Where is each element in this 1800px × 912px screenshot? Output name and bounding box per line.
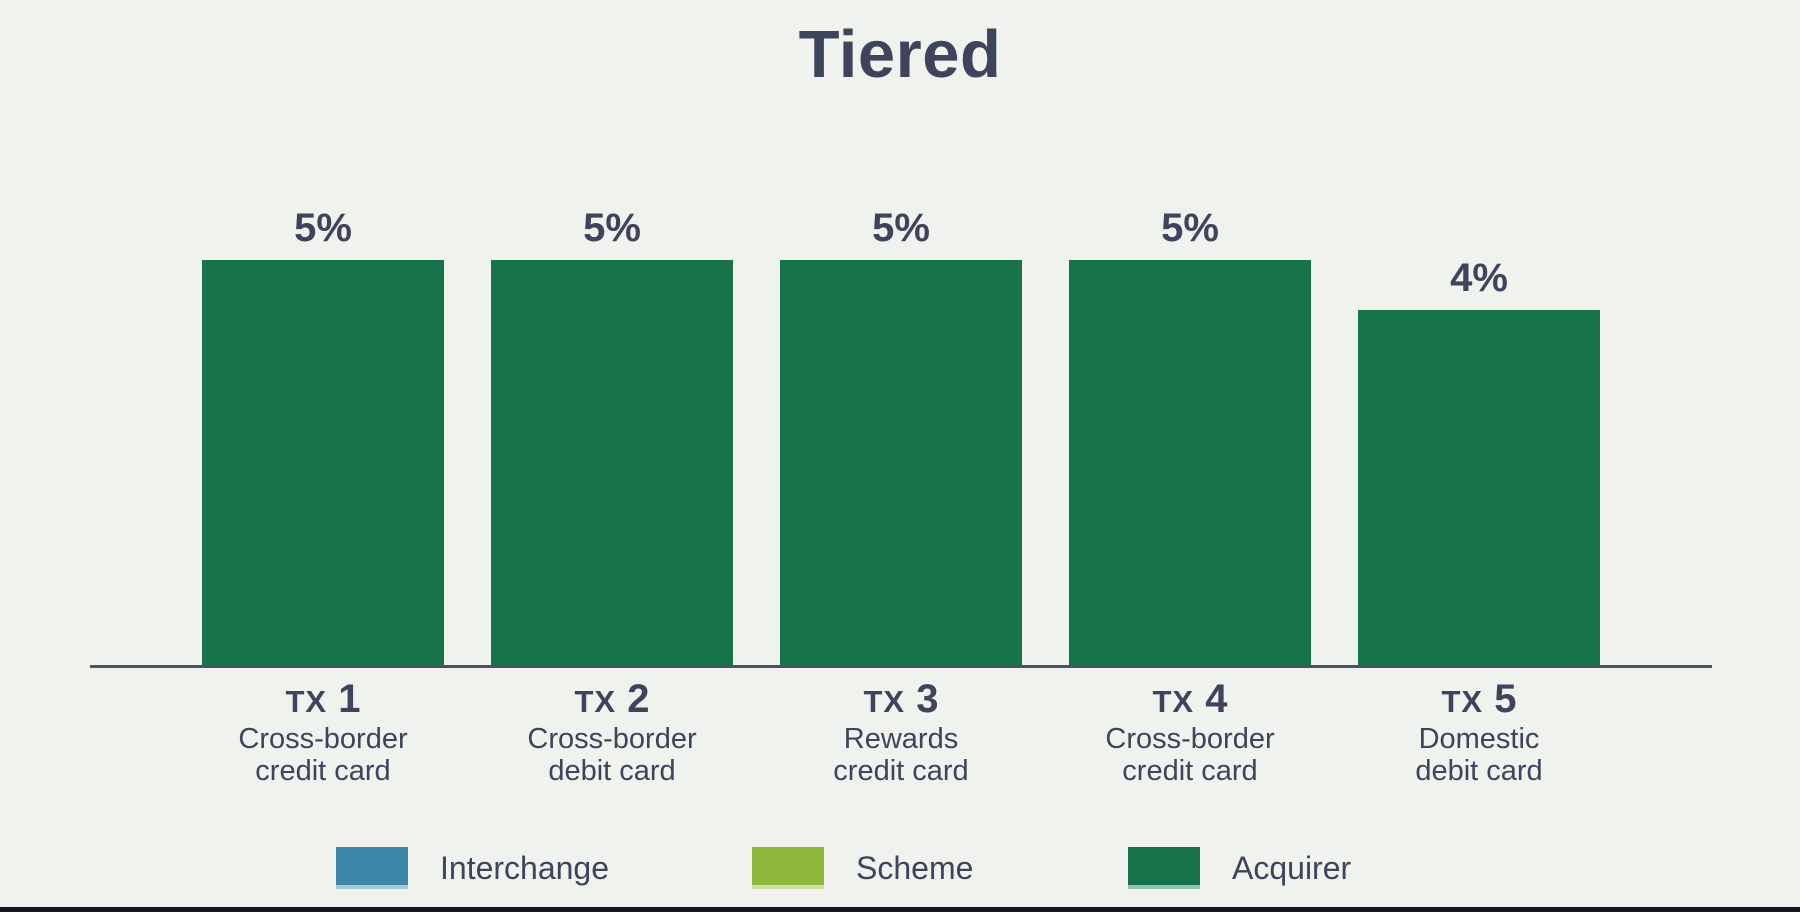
tx-number: 3 — [905, 677, 939, 721]
legend-swatch-interchange — [336, 847, 408, 889]
x-axis-sublabel: Domestic — [1418, 723, 1540, 755]
x-axis-sublabel: Cross-border — [1105, 723, 1275, 755]
bar-acquirer-tx1 — [202, 260, 444, 666]
x-axis-sublabel: credit card — [1122, 755, 1258, 787]
tx-prefix: TX — [285, 684, 328, 719]
tx-number: 5 — [1483, 677, 1517, 721]
tx-prefix: TX — [1152, 684, 1195, 719]
x-axis-sublabel: credit card — [833, 755, 969, 787]
tx-number: 2 — [616, 677, 650, 721]
bar-acquirer-tx3 — [780, 260, 1022, 666]
x-axis-label-tx2: TX 2 Cross-border debit card — [462, 678, 762, 787]
bar-value-label: 5% — [1161, 206, 1219, 250]
x-axis-label-tx1: TX 1 Cross-border credit card — [173, 678, 473, 787]
bar-value-label: 5% — [294, 206, 352, 250]
bar-value-label: 5% — [583, 206, 641, 250]
legend-item-interchange: Interchange — [336, 846, 609, 890]
bottom-border — [0, 907, 1800, 912]
tx-number: 1 — [327, 677, 361, 721]
x-axis-sublabel: Cross-border — [238, 723, 408, 755]
bar-acquirer-tx2 — [491, 260, 733, 666]
x-axis-label-tx-line: TX 4 — [1040, 678, 1340, 723]
tx-prefix: TX — [574, 684, 617, 719]
x-axis-label-tx-line: TX 3 — [751, 678, 1051, 723]
x-axis-label-tx-line: TX 1 — [173, 678, 473, 723]
x-axis-label-tx-line: TX 5 — [1329, 678, 1629, 723]
x-axis-label-tx3: TX 3 Rewards credit card — [751, 678, 1051, 787]
tx-number: 4 — [1194, 677, 1228, 721]
legend-label: Interchange — [440, 849, 610, 886]
bar-acquirer-tx5 — [1358, 310, 1600, 666]
bar-value-label: 4% — [1450, 256, 1508, 300]
bar-acquirer-tx4 — [1069, 260, 1311, 666]
x-axis-label-tx-line: TX 2 — [462, 678, 762, 723]
legend-item-scheme: Scheme — [752, 846, 973, 890]
x-axis-line — [90, 665, 1712, 668]
x-axis-sublabel: debit card — [1415, 755, 1543, 787]
legend-swatch-scheme — [752, 847, 824, 889]
chart-title: Tiered — [798, 17, 1002, 92]
x-axis-label-tx4: TX 4 Cross-border credit card — [1040, 678, 1340, 787]
x-axis-sublabel: credit card — [255, 755, 391, 787]
bar-value-label: 5% — [872, 206, 930, 250]
x-axis-sublabel: Rewards — [843, 723, 959, 755]
legend-label: Acquirer — [1232, 849, 1352, 886]
legend-swatch-acquirer — [1128, 847, 1200, 889]
x-axis-sublabel: Cross-border — [527, 723, 697, 755]
legend-item-acquirer: Acquirer — [1128, 846, 1351, 890]
x-axis-label-tx5: TX 5 Domestic debit card — [1329, 678, 1629, 787]
tx-prefix: TX — [1441, 684, 1484, 719]
x-axis-sublabel: debit card — [548, 755, 676, 787]
legend-label: Scheme — [856, 849, 974, 886]
tx-prefix: TX — [863, 684, 906, 719]
